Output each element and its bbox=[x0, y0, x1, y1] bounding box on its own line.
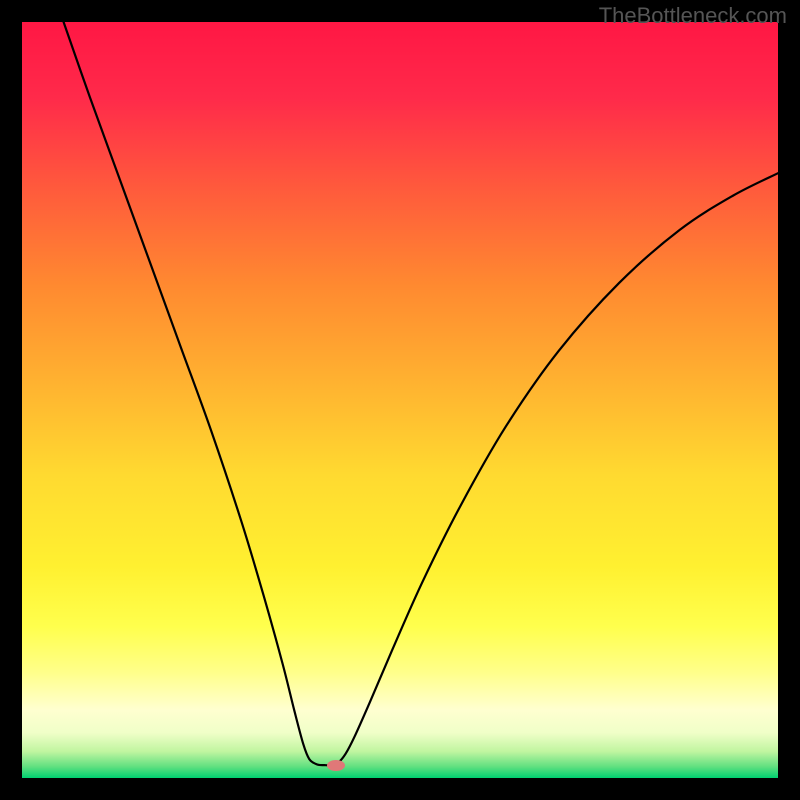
plot-area bbox=[22, 22, 778, 778]
chart-container: TheBottleneck.com bbox=[0, 0, 800, 800]
gradient-background bbox=[22, 22, 778, 778]
watermark-label: TheBottleneck.com bbox=[599, 3, 787, 29]
optimum-marker bbox=[327, 760, 345, 771]
